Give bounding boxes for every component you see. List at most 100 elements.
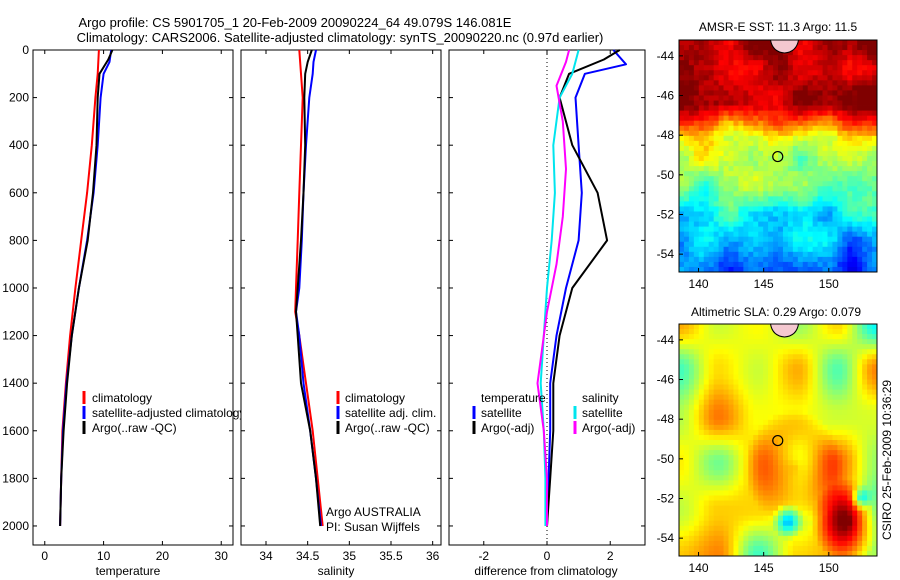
heatmap-cell <box>842 221 848 228</box>
heatmap-cell <box>758 364 764 370</box>
heatmap-cell <box>802 424 809 431</box>
heatmap-cell <box>857 389 863 396</box>
heatmap-cell <box>802 480 809 486</box>
heatmap-cell <box>683 490 690 496</box>
heatmap-cell <box>867 540 873 547</box>
heatmap-cell <box>683 394 690 401</box>
heatmap-cell <box>812 515 818 522</box>
heatmap-cell <box>857 349 863 355</box>
heatmap-cell <box>802 100 809 106</box>
heatmap-cell <box>753 419 759 426</box>
heatmap-cell <box>738 324 744 330</box>
heatmap-cell <box>768 384 774 390</box>
heatmap-cell <box>797 221 804 228</box>
heatmap-cell <box>822 266 828 273</box>
heatmap-cell <box>872 460 878 466</box>
heatmap-cell <box>718 50 724 56</box>
heatmap-cell <box>787 389 794 396</box>
heatmap-cell <box>718 475 724 481</box>
heatmap-cell <box>827 186 833 192</box>
heatmap-cell <box>698 404 705 411</box>
heatmap-cell <box>773 334 779 340</box>
heatmap-cell <box>837 419 843 426</box>
heatmap-cell <box>817 389 823 396</box>
heatmap-cell <box>847 550 853 557</box>
heatmap-cell <box>708 105 715 112</box>
heatmap-cell <box>792 55 799 61</box>
heatmap-cell <box>698 344 705 350</box>
heatmap-cell <box>797 404 804 411</box>
heatmap-cell <box>713 171 719 177</box>
heatmap-cell <box>847 379 853 385</box>
heatmap-cell <box>768 450 774 456</box>
heatmap-cell <box>857 525 863 532</box>
heatmap-cell <box>723 105 729 112</box>
heatmap-cell <box>679 445 685 451</box>
heatmap-cell <box>802 231 809 238</box>
heatmap-cell <box>822 206 828 212</box>
heatmap-cell <box>832 261 838 268</box>
heatmap-cell <box>857 445 863 451</box>
heatmap-cell <box>782 251 789 258</box>
heatmap-cell <box>693 354 700 360</box>
heatmap-cell <box>758 404 764 411</box>
heatmap-cell <box>837 409 843 416</box>
heatmap-cell <box>822 216 828 222</box>
legend-label-argo: Argo(..raw -QC) <box>92 421 177 435</box>
heatmap-cell <box>713 181 719 187</box>
heatmap-cell <box>708 455 715 461</box>
heatmap-cell <box>787 465 794 471</box>
heatmap-cell <box>708 90 715 96</box>
heatmap-cell <box>857 384 863 390</box>
heatmap-cell <box>807 500 814 506</box>
heatmap-cell <box>743 216 749 222</box>
heatmap-cell <box>797 540 804 547</box>
heatmap-cell <box>713 251 719 258</box>
legend-label-temp-satellite: satellite <box>481 406 522 420</box>
heatmap-cell <box>728 460 734 466</box>
heatmap-cell <box>797 354 804 360</box>
heatmap-cell <box>738 125 744 132</box>
heatmap-cell <box>787 480 794 486</box>
heatmap-cell <box>812 171 818 177</box>
heatmap-cell <box>708 485 715 491</box>
heatmap-cell <box>703 344 710 350</box>
heatmap-cell <box>797 364 804 370</box>
heatmap-cell <box>812 460 818 466</box>
heatmap-cell <box>703 525 710 532</box>
heatmap-cell <box>698 181 705 187</box>
heatmap-cell <box>852 364 858 370</box>
heatmap-cell <box>758 369 764 375</box>
heatmap-cell <box>773 201 779 207</box>
heatmap-cell <box>743 246 749 253</box>
heatmap-cell <box>683 424 690 431</box>
heatmap-cell <box>787 226 794 233</box>
heatmap-cell <box>847 530 853 537</box>
heatmap-cell <box>753 445 759 451</box>
heatmap-cell <box>778 530 784 537</box>
heatmap-cell <box>679 440 685 446</box>
heatmap-cell <box>817 344 823 350</box>
heatmap-cell <box>812 241 818 248</box>
heatmap-cell <box>733 434 739 441</box>
heatmap-cell <box>698 445 705 451</box>
x-tick-label: 20 <box>156 549 170 563</box>
heatmap-cell <box>867 460 873 466</box>
heatmap-cell <box>778 540 784 547</box>
heatmap-cell <box>802 211 809 217</box>
heatmap-cell <box>693 226 700 233</box>
heatmap-cell <box>862 525 868 532</box>
heatmap-cell <box>708 475 715 481</box>
heatmap-cell <box>768 161 774 167</box>
heatmap-cell <box>713 460 719 466</box>
heatmap-cell <box>867 409 873 416</box>
heatmap-cell <box>837 450 843 456</box>
heatmap-cell <box>728 545 734 552</box>
heatmap-cell <box>768 135 774 142</box>
heatmap-cell <box>867 100 873 106</box>
heatmap-cell <box>693 470 700 476</box>
argo-position-marker <box>772 150 784 163</box>
heatmap-cell <box>852 166 858 172</box>
heatmap-cell <box>723 266 729 273</box>
heatmap-cell <box>703 150 710 157</box>
